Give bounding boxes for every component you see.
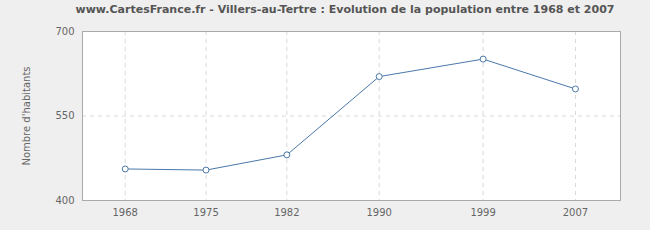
svg-text:1982: 1982	[274, 207, 299, 218]
svg-text:400: 400	[55, 195, 74, 206]
svg-text:1968: 1968	[112, 207, 137, 218]
svg-text:550: 550	[55, 110, 74, 121]
svg-text:1999: 1999	[470, 207, 495, 218]
svg-text:Nombre d'habitants: Nombre d'habitants	[21, 66, 32, 165]
html-text:www.CartesFrance.fr - Villers-: www.CartesFrance.fr - Villers-au-Tertre …	[75, 3, 615, 16]
svg-text:2007: 2007	[563, 207, 588, 218]
svg-text:1975: 1975	[193, 207, 218, 218]
svg-text:700: 700	[55, 26, 74, 37]
svg-text:1990: 1990	[366, 207, 391, 218]
